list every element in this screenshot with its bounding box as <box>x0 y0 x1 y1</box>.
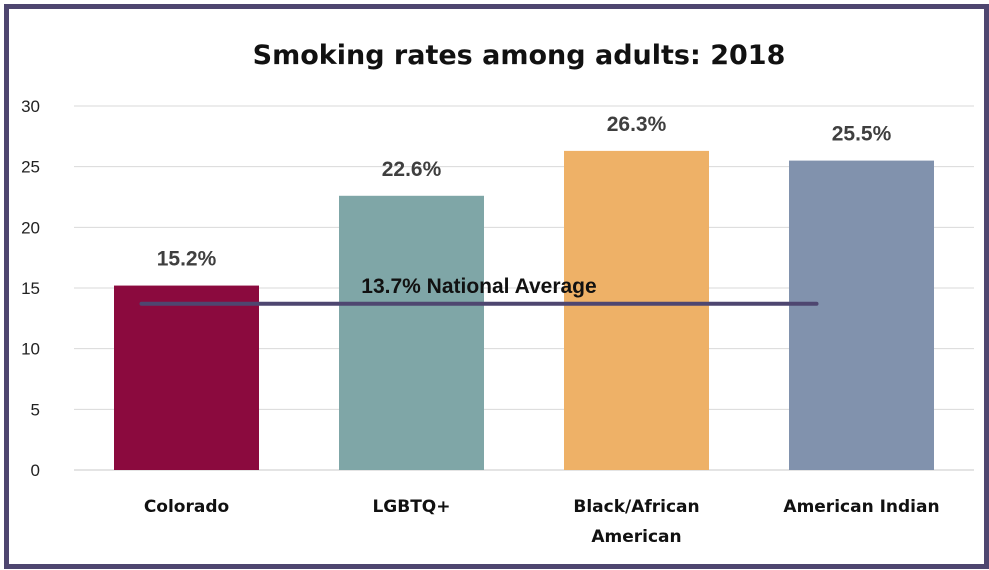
x-tick-label: Black/African American <box>573 497 699 547</box>
chart-title: Smoking rates among adults: 2018 <box>253 40 786 71</box>
data-label: 26.3% <box>607 113 667 136</box>
bars <box>114 150 934 471</box>
data-label: 15.2% <box>157 248 217 271</box>
y-tick-label: 5 <box>31 400 40 419</box>
bar <box>114 285 259 470</box>
x-axis-ticks: Colorado LGBTQ+ Black/African American Ameri… <box>144 497 940 547</box>
x-tick-label: Colorado <box>144 497 229 517</box>
data-labels: 15.2% 22.6% 26.3% 25.5% <box>157 113 892 271</box>
y-tick-label: 15 <box>21 279 40 298</box>
x-tick-label: LGBTQ+ <box>372 497 450 517</box>
y-tick-label: 20 <box>21 218 40 237</box>
y-tick-label: 30 <box>21 97 40 116</box>
y-tick-label: 25 <box>21 158 40 177</box>
data-label: 25.5% <box>832 123 892 146</box>
x-tick-label: American Indian <box>783 497 939 517</box>
data-label: 22.6% <box>382 158 442 181</box>
y-axis-ticks: 0 5 10 15 20 25 30 <box>21 97 40 480</box>
y-tick-label: 0 <box>31 461 40 480</box>
national-average-label: 13.7% National Average <box>361 275 596 298</box>
bar <box>339 195 484 470</box>
reference-line-group: 13.7% National Average <box>139 275 819 306</box>
y-tick-label: 10 <box>21 340 40 359</box>
bar <box>564 150 709 471</box>
bar <box>789 160 934 470</box>
